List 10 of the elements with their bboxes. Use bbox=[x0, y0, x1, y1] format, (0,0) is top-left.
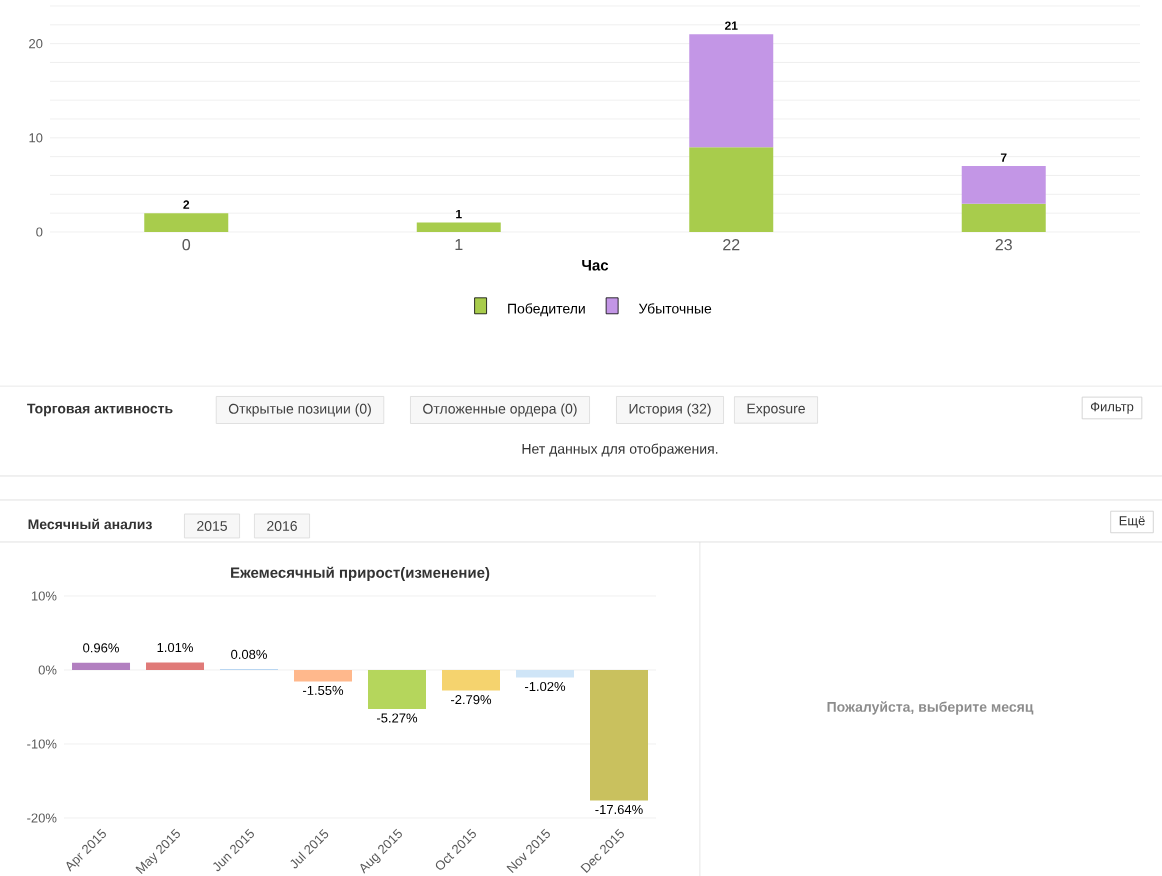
bar bbox=[689, 34, 774, 148]
bar bbox=[689, 147, 774, 232]
x-tick-label: 1 bbox=[455, 239, 463, 251]
x-tick-label: 0 bbox=[182, 239, 191, 251]
bar bbox=[144, 213, 229, 232]
bar bbox=[961, 203, 1046, 232]
bar bbox=[961, 166, 1046, 204]
x-tick-label: 23 bbox=[995, 239, 1012, 251]
x-tick-label: 22 bbox=[723, 239, 740, 251]
bar bbox=[416, 222, 501, 232]
